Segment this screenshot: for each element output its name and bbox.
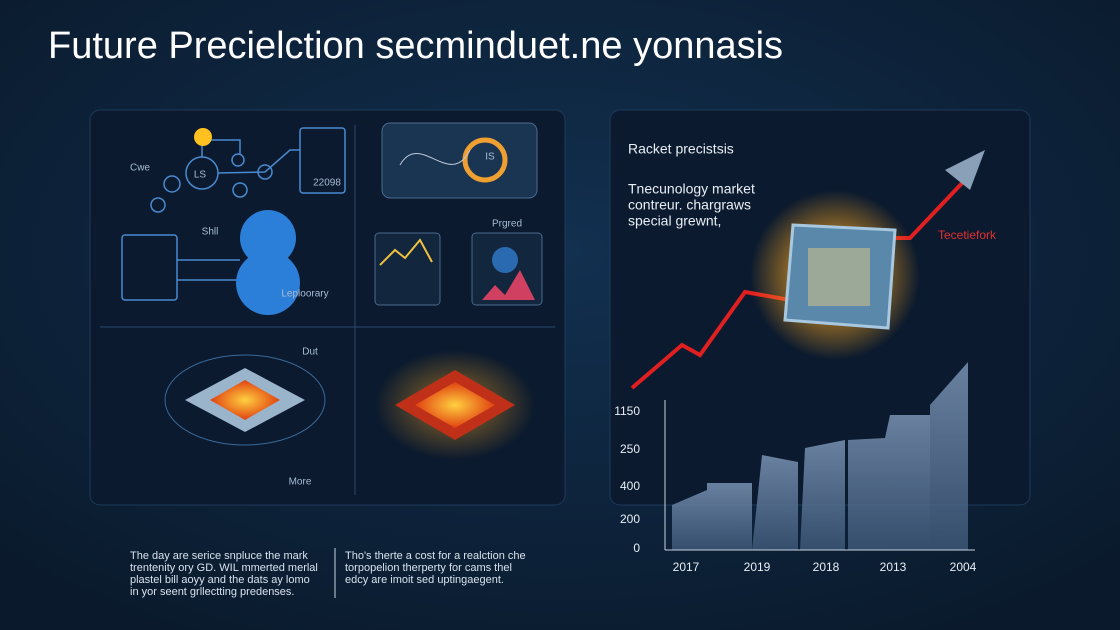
card [374,232,441,306]
gauge [462,137,508,183]
bar-shape [848,415,930,550]
panel-label: Dut [302,347,318,358]
y-label: 200 [620,512,640,526]
description-line: Tnecunology market [628,181,755,197]
network-diagram [121,127,346,301]
panel-label: More [289,477,312,488]
footer-line: The day are serice snpluce the mark [130,550,308,562]
circle [240,210,296,266]
footer-line: torpopelion therperty for cams thel [345,562,512,574]
processor-core [808,248,870,306]
footer-line: Tho's therte a cost for a realction che [345,550,526,562]
pie-icon [492,247,518,273]
bar-shape [752,455,798,550]
x-label: 2017 [673,560,700,574]
area-icon [482,270,535,300]
panel-label: Leploorary [281,289,328,300]
sun-icon [194,128,212,146]
circle [236,251,300,315]
chip [375,350,535,460]
panel-label: Prgred [492,219,522,230]
description-line: special grewnt, [628,213,721,229]
bar-shape [672,483,752,550]
panel-label: 22098 [313,178,341,189]
panel-label: LS [194,170,207,181]
chip [164,354,326,446]
y-label: 400 [620,479,640,493]
card [381,122,538,199]
bar-shape [800,440,845,550]
y-label: 250 [620,442,640,456]
x-label: 2004 [950,560,977,574]
footer-line: trentenity ory GD. WIL mmerted merlal [130,562,318,574]
x-label: 2018 [813,560,840,574]
panel-label: Shll [202,227,219,238]
y-label: 1150 [614,404,640,418]
arrow-head [945,150,985,190]
footer-line: edcy are imoit sed uptingaegent. [345,574,504,586]
y-label: 0 [633,541,640,555]
x-label: 2013 [880,560,907,574]
description-line: contreur. chargraws [628,197,751,213]
line-icon [379,238,433,266]
arrow-label: Tecetiefork [938,228,997,242]
curve [399,149,471,166]
x-label: 2019 [744,560,771,574]
panel-label: IS [485,152,495,163]
title: Future Precielction secminduet.ne yonnas… [48,25,783,67]
footer-line: in yor seent grllectting predenses. [130,586,294,598]
panel-heading: Racket precistsis [628,141,734,157]
panel-label: Cwe [130,163,150,174]
bar-shape [930,362,968,550]
footer-line: plastel bill aoyy and the dats ay lomo [130,574,310,586]
